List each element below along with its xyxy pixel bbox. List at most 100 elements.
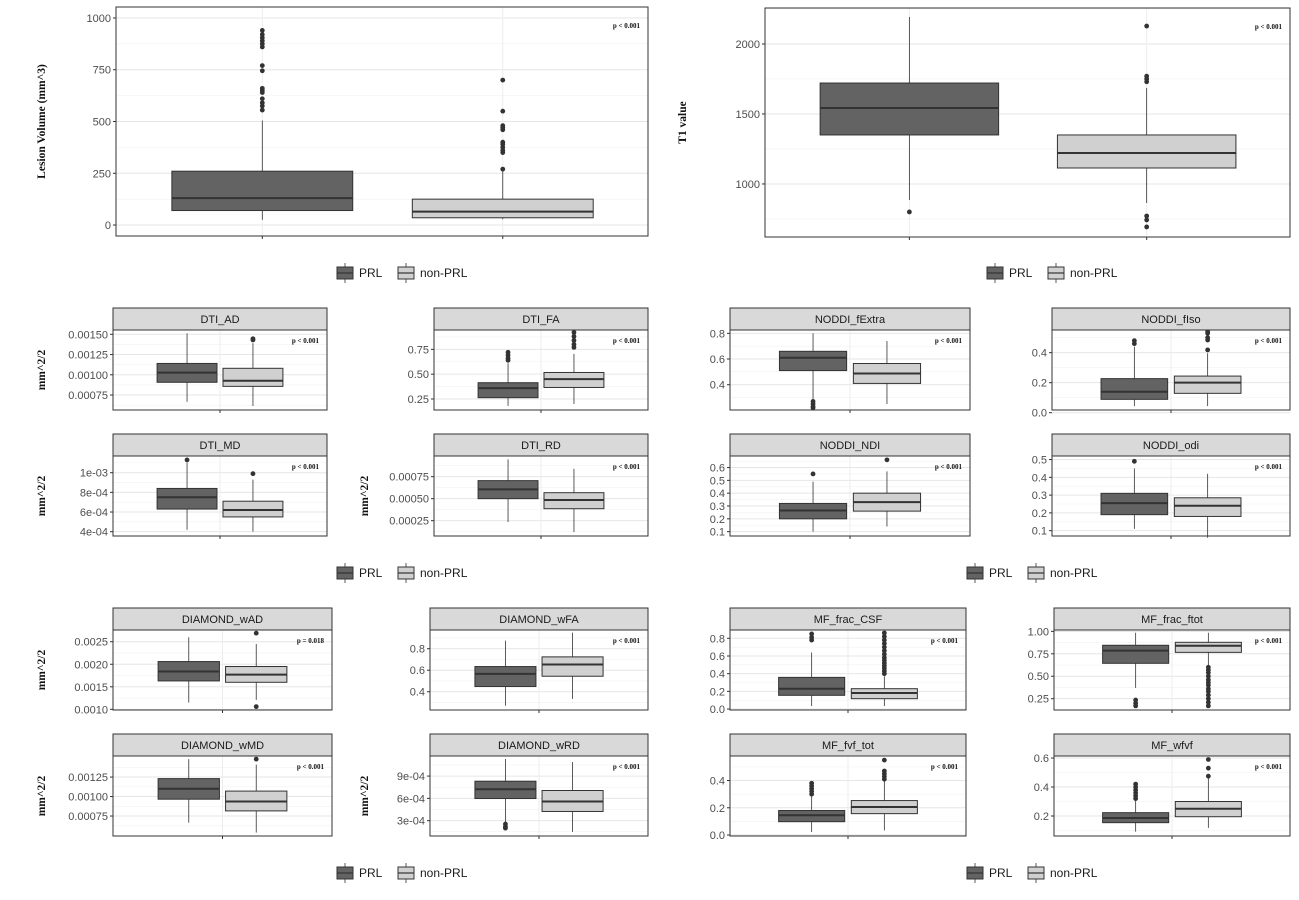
p-value-annotation: p < 0.001 <box>292 337 320 345</box>
facet-title: MF_frac_ftot <box>1141 614 1203 626</box>
legend-label: PRL <box>1009 266 1033 280</box>
legend: PRL non-PRL <box>986 263 1118 283</box>
y-axis-label: mm^2/2 <box>36 775 48 816</box>
legend-label: non-PRL <box>1050 566 1098 580</box>
legend-key-non-prl <box>1027 563 1045 583</box>
iqr-box <box>477 382 539 399</box>
panel-dti-fa: 0.25 0.50 0.75 DTI_FAp < 0.001 <box>408 307 649 413</box>
outlier-point <box>571 330 577 335</box>
box-non-prl <box>543 468 605 533</box>
y-tick-label: 6e-04 <box>80 507 108 519</box>
outlier-point <box>809 631 815 637</box>
box-prl <box>1102 632 1170 709</box>
box-prl <box>157 759 220 823</box>
box-non-prl <box>850 757 918 831</box>
outlier-point <box>810 398 816 404</box>
outlier-point <box>503 821 508 827</box>
y-axis-label: Lesion Volume (mm^3) <box>36 64 48 179</box>
y-tick-label: 0.00125 <box>68 772 108 784</box>
outlier-point <box>1205 703 1211 709</box>
legend-key-prl <box>986 263 1004 283</box>
outlier-point <box>571 338 577 343</box>
outlier-point <box>884 457 890 463</box>
outlier-point <box>1131 338 1137 344</box>
legend-key-non-prl <box>397 263 415 283</box>
box-prl <box>778 471 848 532</box>
facet-strip <box>112 433 328 457</box>
y-tick-label: 0.4 <box>710 488 725 500</box>
y-tick-label: 0.4 <box>1034 782 1049 794</box>
y-tick-label: 0.00075 <box>68 390 108 402</box>
outlier-point <box>1205 673 1211 679</box>
box-non-prl <box>411 77 594 220</box>
y-tick-label: 0.00125 <box>68 350 108 362</box>
panel-border <box>764 7 1291 238</box>
y-tick-label: 0.0015 <box>74 682 108 694</box>
y-tick-label: 0.2 <box>1034 811 1049 823</box>
y-tick-label: 0.75 <box>1028 649 1049 661</box>
box-non-prl <box>1174 632 1242 709</box>
legend-label: non-PRL <box>1070 266 1118 280</box>
y-tick-label: 0.00075 <box>389 472 429 484</box>
iqr-box <box>222 367 284 387</box>
y-tick-label: 0.6 <box>710 651 725 663</box>
y-tick-label: 0.4 <box>710 380 725 392</box>
p-value-annotation: p < 0.001 <box>931 763 959 771</box>
y-tick-label: 0.0 <box>710 704 725 716</box>
box-prl <box>778 333 848 411</box>
box-prl <box>778 631 846 707</box>
legend-label: non-PRL <box>420 266 468 280</box>
facet-strip <box>433 433 649 457</box>
y-tick-label: 0.00100 <box>68 792 108 804</box>
iqr-box <box>1174 641 1242 653</box>
p-value-annotation: p < 0.001 <box>292 463 320 471</box>
facet-title: NODDI_fIso <box>1141 314 1200 326</box>
outlier-point <box>250 336 256 342</box>
outlier-point <box>1205 773 1211 779</box>
panel-lesion-volume-mm-3-: 0 250 500 750 1000 p < 0.001 Lesion Volume (mm… <box>36 6 649 239</box>
box-prl <box>778 780 846 833</box>
y-tick-label: 500 <box>93 117 111 129</box>
box-non-prl <box>1174 757 1242 828</box>
box-prl <box>477 349 539 406</box>
box-prl <box>171 27 354 220</box>
p-value-annotation: p < 0.001 <box>931 637 959 645</box>
y-tick-label: 750 <box>93 65 111 77</box>
outlier-point <box>1205 696 1211 702</box>
box-non-prl <box>541 761 604 832</box>
box-non-prl <box>1173 473 1242 538</box>
y-axis-label: T1 value <box>677 101 689 144</box>
box-prl <box>477 459 539 522</box>
box-non-prl <box>850 630 918 707</box>
p-value-annotation: p < 0.001 <box>613 463 641 471</box>
p-value-annotation: p < 0.001 <box>1255 763 1283 771</box>
p-value-annotation: p = 0.018 <box>297 637 325 645</box>
legend-label: PRL <box>359 866 383 880</box>
legend-key-prl <box>336 563 354 583</box>
box-non-prl <box>222 471 284 532</box>
y-axis-label: mm^2/2 <box>36 349 48 390</box>
y-tick-label: 0.6 <box>1034 753 1049 765</box>
p-value-annotation: p < 0.001 <box>935 463 963 471</box>
panel-dti-md: 4e-04 6e-04 8e-04 1e-03 DTI_MDp < 0.001 mm^2/… <box>36 433 328 539</box>
p-value-annotation: p < 0.001 <box>613 637 641 645</box>
legend-label: non-PRL <box>420 566 468 580</box>
y-axis-label: mm^2/2 <box>36 649 48 690</box>
p-value-annotation: p < 0.001 <box>1255 637 1283 645</box>
outlier-point <box>253 756 259 762</box>
box-prl <box>157 637 220 703</box>
y-tick-label: 0.2 <box>710 686 725 698</box>
legend-label: PRL <box>359 566 383 580</box>
y-tick-label: 0.8 <box>710 633 725 645</box>
y-tick-label: 0.4 <box>1032 348 1047 360</box>
y-tick-label: 1.00 <box>1028 626 1049 638</box>
facet-strip <box>429 607 649 631</box>
legend-key-prl <box>336 263 354 283</box>
y-tick-label: 0.4 <box>410 687 425 699</box>
